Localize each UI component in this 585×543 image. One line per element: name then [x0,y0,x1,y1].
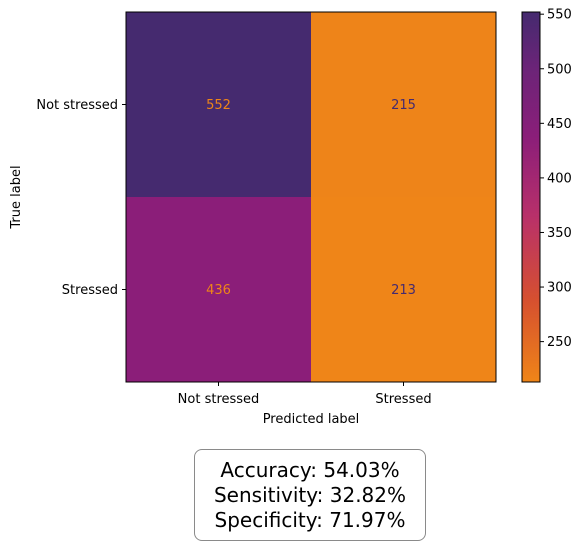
colorbar [522,12,540,382]
heatmap-cell-r1-c0 [126,197,312,383]
colorbar-frame [521,11,541,383]
colorbar-tick-label: 500 [547,62,572,77]
x-tick-label: Not stressed [178,392,260,407]
colorbar-tick-label: 550 [547,8,572,23]
y-axis-label: True label [9,165,24,229]
x-axis-label: Predicted label [263,412,360,427]
heatmap-cell-r1-c1 [311,197,497,383]
cell-value-r1-c1: 213 [391,283,416,298]
colorbar-tick-label: 250 [547,335,572,350]
colorbar-ticks: 250 300 350 400 450 500 550 [540,8,572,350]
cell-value-r1-c0: 436 [206,283,231,298]
confusion-matrix-chart: 552 215 436 213 Not stressed Stressed Not st… [9,8,572,427]
colorbar-tick-label: 300 [547,281,572,296]
heatmap-cell-r0-c1 [311,12,497,198]
x-axis: Not stressed Stressed [178,382,432,407]
y-tick-label: Stressed [62,283,118,298]
heatmap-cell-r0-c0 [126,12,312,198]
colorbar-tick-label: 450 [547,117,572,132]
sensitivity-metric: Sensitivity: 32.82% [213,482,407,507]
plot-frame [125,11,497,383]
colorbar-tick-label: 400 [547,171,572,186]
cell-value-r0-c0: 552 [206,98,231,113]
x-tick-label: Stressed [375,392,431,407]
cell-value-r0-c1: 215 [391,98,416,113]
heatmap-cell-labels: 552 215 436 213 [206,98,416,298]
accuracy-metric: Accuracy: 54.03% [220,457,400,482]
y-axis: Not stressed Stressed [36,98,126,298]
specificity-metric: Specificity: 71.97% [214,507,406,532]
colorbar-tick-label: 350 [547,226,572,241]
y-tick-label: Not stressed [36,98,118,113]
heatmap-cells [126,12,497,383]
metrics-box: Accuracy: 54.03% Sensitivity: 32.82% Spe… [194,449,426,541]
